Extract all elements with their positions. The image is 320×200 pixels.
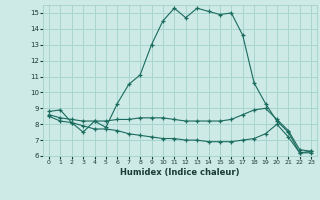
X-axis label: Humidex (Indice chaleur): Humidex (Indice chaleur): [120, 168, 240, 177]
